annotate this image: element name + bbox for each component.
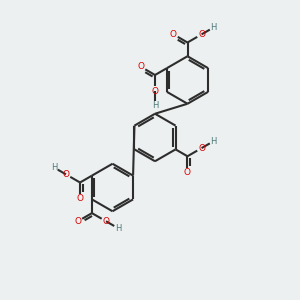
Text: O: O xyxy=(137,62,145,71)
Text: H: H xyxy=(211,23,217,32)
Text: H: H xyxy=(115,224,121,233)
Text: O: O xyxy=(76,194,83,203)
Text: H: H xyxy=(211,136,217,146)
Text: H: H xyxy=(51,163,57,172)
Text: O: O xyxy=(170,30,177,39)
Text: O: O xyxy=(198,30,205,39)
Text: O: O xyxy=(74,217,81,226)
Text: O: O xyxy=(198,144,205,153)
Text: H: H xyxy=(152,101,158,110)
Text: O: O xyxy=(184,168,191,177)
Text: O: O xyxy=(152,87,158,96)
Text: O: O xyxy=(62,170,70,179)
Text: O: O xyxy=(103,217,110,226)
